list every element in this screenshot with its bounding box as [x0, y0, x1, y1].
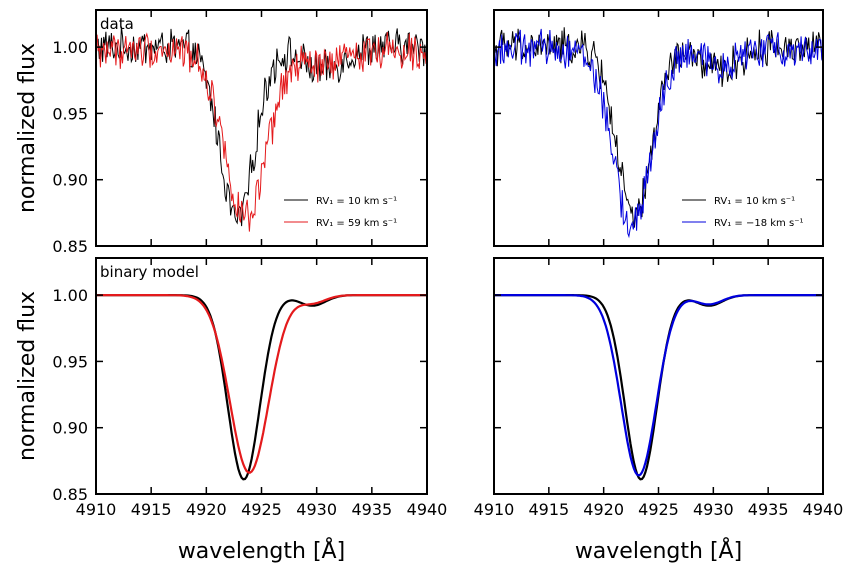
x-tick-label: 4910 [474, 500, 515, 519]
y-tick-label: 1.00 [52, 38, 88, 57]
y-tick-label: 0.95 [52, 104, 88, 123]
x-tick-label: 4920 [583, 500, 624, 519]
x-axis-label: wavelength [Å] [178, 537, 345, 564]
series-line-1 [494, 27, 823, 228]
legend-label: RV₁ = 10 km s⁻¹ [714, 196, 795, 207]
x-tick-label: 4930 [693, 500, 734, 519]
series-line-2 [96, 31, 427, 232]
x-axis-label: wavelength [Å] [575, 537, 742, 564]
panel-1: 0.85 0.90 0.95 1.00 data normalized flux RV₁ =… [15, 9, 428, 256]
series-line-2 [96, 294, 427, 474]
x-tick-label: 4930 [296, 500, 337, 519]
series-line-2 [494, 294, 823, 477]
x-tick-label: 4920 [186, 500, 227, 519]
y-axis-label: normalized flux [15, 43, 40, 213]
y-tick-label: 0.85 [52, 485, 88, 504]
panel-2: RV₁ = 10 km s⁻¹ RV₁ = −18 km s⁻¹ [493, 9, 824, 247]
y-tick-label: 0.90 [52, 419, 88, 438]
x-tick-label: 4925 [638, 500, 679, 519]
y-tick-label: 0.90 [52, 171, 88, 190]
plot-frame [95, 257, 428, 495]
x-tick-label: 4915 [528, 500, 569, 519]
series-line-1 [96, 26, 427, 227]
x-tick-label: 4935 [351, 500, 392, 519]
plot-frame [493, 257, 824, 495]
series-line-2 [494, 28, 823, 239]
panel-title: binary model [100, 263, 199, 281]
x-tick-label: 4940 [407, 500, 448, 519]
panel-4: 4910 4915 4920 4925 4930 4935 4940 wavelength [… [474, 257, 844, 564]
x-tick-label: 4915 [131, 500, 172, 519]
y-axis-label: normalized flux [15, 291, 40, 461]
panel-3: 4910 4915 4920 4925 4930 4935 4940 0.85 0.90 0.95… [15, 257, 448, 564]
x-tick-label: 4940 [803, 500, 844, 519]
legend-label: RV₁ = 59 km s⁻¹ [316, 218, 397, 229]
plot-frame [95, 9, 428, 247]
y-tick-label: 1.00 [52, 286, 88, 305]
x-tick-label: 4925 [241, 500, 282, 519]
y-tick-label: 0.85 [52, 237, 88, 256]
legend-label: RV₁ = 10 km s⁻¹ [316, 196, 397, 207]
y-tick-label: 0.95 [52, 352, 88, 371]
x-tick-label: 4910 [76, 500, 117, 519]
panel-title: data [100, 15, 134, 33]
series-line-1 [96, 294, 427, 481]
legend-label: RV₁ = −18 km s⁻¹ [714, 218, 803, 229]
x-tick-label: 4935 [748, 500, 789, 519]
